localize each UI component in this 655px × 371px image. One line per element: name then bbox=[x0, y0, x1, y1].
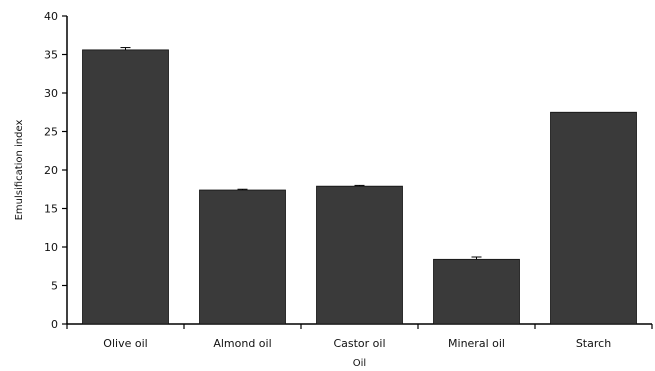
y-tick-label-5: 5 bbox=[51, 280, 58, 293]
y-tick-label-25: 25 bbox=[44, 126, 58, 139]
y-tick-label-15: 15 bbox=[44, 203, 58, 216]
y-tick-label-40: 40 bbox=[44, 10, 58, 23]
bar-starch bbox=[550, 111, 637, 325]
y-tick-label-0: 0 bbox=[51, 318, 58, 331]
x-axis-title: Oil bbox=[353, 358, 366, 369]
x-tick-label-starch: Starch bbox=[576, 337, 611, 350]
x-tick-label-almond-oil: Almond oil bbox=[213, 337, 271, 350]
plot-area: 0 5 10 15 20 25 30 35 40 Olive oil Almond oil Casto… bbox=[44, 10, 653, 350]
bar-olive-oil bbox=[82, 49, 169, 325]
bar-castor-oil bbox=[316, 185, 403, 325]
x-tick-label-castor-oil: Castor oil bbox=[333, 337, 385, 350]
y-tick-label-20: 20 bbox=[44, 164, 58, 177]
bar-almond-oil bbox=[199, 189, 286, 325]
y-tick-label-10: 10 bbox=[44, 241, 58, 254]
x-tick-label-mineral-oil: Mineral oil bbox=[448, 337, 505, 350]
y-tick-label-30: 30 bbox=[44, 87, 58, 100]
y-tick-label-35: 35 bbox=[44, 49, 58, 62]
y-axis-title: Emulsification index bbox=[14, 120, 25, 221]
x-tick-label-olive-oil: Olive oil bbox=[103, 337, 147, 350]
bar-mineral-oil bbox=[433, 258, 520, 325]
